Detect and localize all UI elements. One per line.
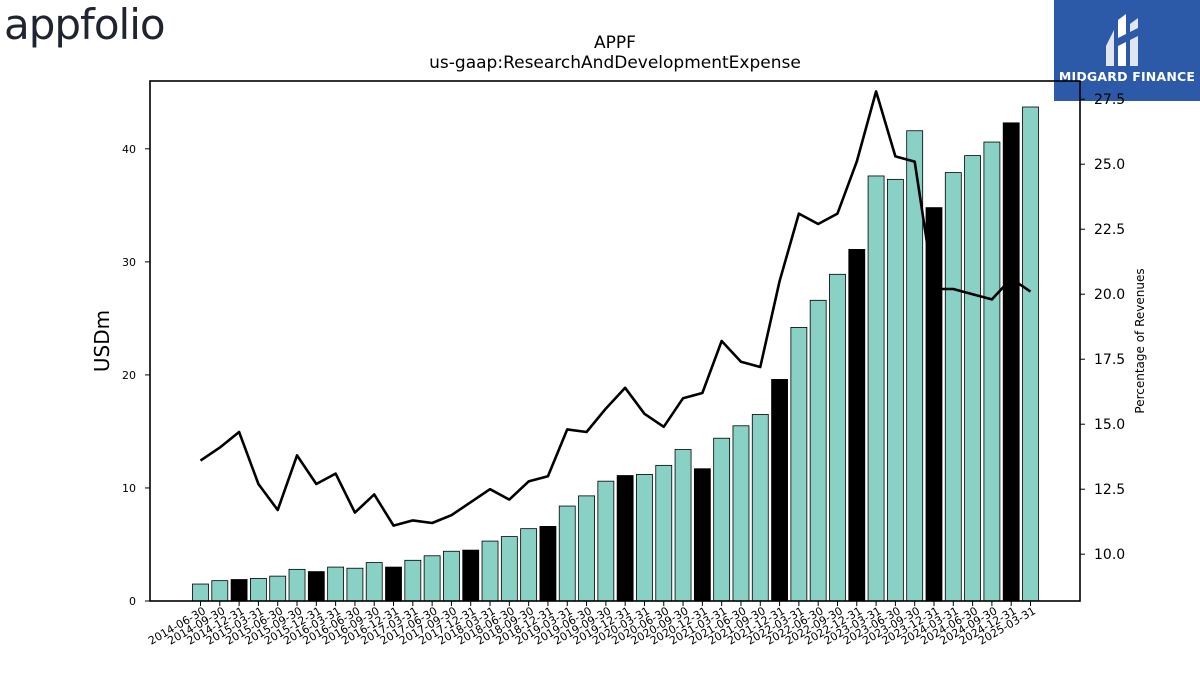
y-axis-label-left: USDm [90, 310, 114, 372]
y2-tick-label: 20.0 [1094, 287, 1125, 303]
y2-tick-label: 25.0 [1094, 157, 1125, 173]
bar-2017-06-30 [423, 555, 441, 602]
bar-2024-03-31 [944, 172, 962, 602]
bar-2023-03-31 [867, 175, 885, 602]
brand-logo-box: MIDGARD FINANCE [1054, 0, 1200, 101]
bar-2020-06-30 [655, 464, 673, 602]
bar-2014-06-30 [192, 583, 209, 602]
bar-2020-03-31 [636, 473, 653, 602]
bar-2022-06-30 [809, 299, 827, 602]
bar-2017-12-31 [462, 549, 480, 602]
company-logo: appfolio [4, 0, 166, 49]
bar-2018-12-31 [539, 525, 557, 602]
bar-2016-09-30 [365, 562, 383, 602]
bar-2024-06-30 [964, 155, 981, 602]
bar-2021-09-30 [751, 414, 769, 602]
bar-2016-03-31 [327, 566, 345, 602]
chart-title: APPF [594, 33, 636, 53]
bar-2016-06-30 [346, 567, 364, 602]
y-tick-label: 40 [122, 143, 136, 156]
bar-2022-12-31 [848, 249, 866, 602]
bar-2023-06-30 [886, 178, 904, 602]
bar-2018-06-30 [500, 536, 518, 602]
line-layer [199, 90, 1032, 527]
y2-tick-label: 10.0 [1094, 547, 1125, 563]
bar-2015-09-30 [288, 568, 306, 602]
y-tick-label: 0 [129, 595, 136, 608]
y2-tick-label: 12.5 [1094, 482, 1125, 498]
bar-2017-09-30 [443, 550, 460, 602]
bar-2020-09-30 [674, 449, 692, 602]
y2-tick-label: 22.5 [1094, 222, 1125, 238]
bar-2014-12-31 [230, 579, 248, 602]
bar-2023-12-31 [925, 207, 943, 602]
y-tick-label: 20 [122, 369, 136, 382]
plot-frame [149, 80, 1081, 602]
bar-2019-03-31 [558, 505, 576, 602]
bar-2020-12-31 [693, 468, 711, 602]
chart-subtitle: us-gaap:ResearchAndDevelopmentExpense [429, 53, 801, 73]
bar-2017-03-31 [404, 559, 422, 602]
bar-2019-06-30 [578, 495, 595, 602]
bars-layer [192, 106, 1039, 602]
bar-2015-03-31 [250, 577, 267, 602]
brand-logo-icon [1106, 14, 1138, 66]
y-tick-label: 30 [122, 256, 136, 269]
bar-2015-06-30 [269, 575, 287, 602]
bar-2022-03-31 [790, 327, 808, 602]
y2-tick-label: 17.5 [1094, 352, 1125, 368]
bar-2018-09-30 [520, 528, 538, 602]
bar-2025-03-31 [1022, 106, 1039, 602]
bar-2016-12-31 [385, 566, 402, 602]
bar-2024-12-31 [1002, 122, 1020, 602]
brand-name: MIDGARD FINANCE [1058, 69, 1196, 84]
bar-2015-12-31 [307, 571, 325, 602]
bar-2021-06-30 [732, 425, 750, 602]
y-tick-label: 10 [122, 482, 136, 495]
bar-2014-09-30 [211, 580, 229, 602]
bar-2021-12-31 [771, 379, 788, 602]
bar-2022-09-30 [829, 273, 846, 602]
y-axis-label-right: Percentage of Revenues [1133, 268, 1147, 413]
y2-tick-label: 15.0 [1094, 417, 1125, 433]
bar-2019-09-30 [597, 480, 615, 602]
bar-2021-03-31 [713, 437, 731, 602]
bar-2024-09-30 [983, 141, 1001, 602]
percentage-line [199, 90, 1032, 527]
axes-layer: 0 10 20 30 40 10.0 12.5 15.0 17.5 20.0 22.5 25.0 27.… [122, 80, 1125, 648]
y2-tick-label: 27.5 [1094, 92, 1125, 108]
bar-2019-12-31 [616, 475, 634, 602]
bar-2018-03-31 [481, 540, 499, 602]
